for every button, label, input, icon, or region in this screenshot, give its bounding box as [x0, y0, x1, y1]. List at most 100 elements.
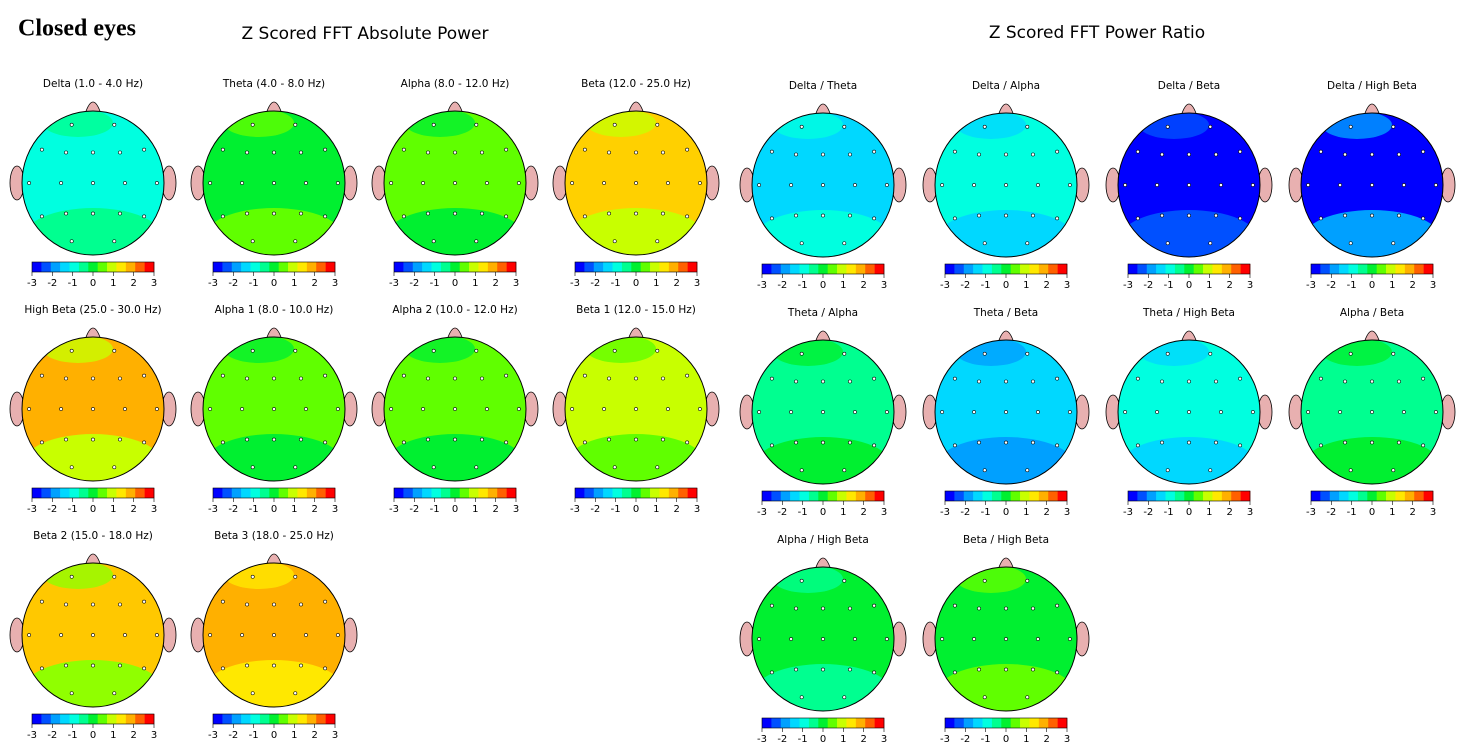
colorbar-tick-label: 3	[881, 507, 887, 518]
electrode	[293, 465, 298, 470]
colorbar-tick-label: 1	[110, 278, 116, 289]
scalp-region	[753, 437, 893, 484]
colorbar-tick-label: 2	[1043, 280, 1049, 291]
colorbar-segment	[575, 488, 585, 498]
electrode	[474, 465, 479, 470]
colorbar-segment	[874, 491, 885, 501]
electrode	[118, 437, 122, 442]
electrode	[982, 124, 987, 129]
electrode	[607, 211, 611, 216]
electrode	[1238, 376, 1243, 381]
electrode	[1004, 637, 1008, 641]
colorbar-segment	[963, 718, 974, 728]
electrode	[453, 211, 457, 216]
colorbar-tick-label: -3	[940, 280, 950, 291]
colorbar-tick-label: 0	[271, 730, 277, 741]
colorbar-tick-label: 0	[271, 278, 277, 289]
electrode	[666, 181, 670, 185]
colorbar-tick-label: 2	[311, 278, 317, 289]
electrode	[431, 239, 436, 244]
electrode	[853, 637, 857, 641]
electrode	[1025, 468, 1030, 473]
colorbar-segment	[1193, 491, 1204, 501]
electrode	[821, 379, 825, 384]
colorbar-segment	[97, 262, 108, 272]
colorbar-tick-label: 2	[673, 504, 679, 515]
electrode	[474, 239, 479, 244]
electrode	[245, 602, 249, 607]
electrode	[69, 122, 74, 127]
colorbar-segment	[1240, 264, 1251, 274]
colorbar-segment	[88, 714, 98, 724]
colorbar-segment	[278, 488, 289, 498]
electrode	[655, 348, 660, 353]
electrode	[1031, 667, 1035, 672]
electrode	[91, 181, 95, 185]
electrode	[1208, 124, 1213, 129]
colorbar-segment	[612, 488, 623, 498]
colorbar-segment	[865, 264, 875, 274]
colorbar-segment	[1156, 491, 1166, 501]
colorbar-segment	[1423, 264, 1434, 274]
colorbar-segment	[1010, 264, 1021, 274]
electrode	[1370, 379, 1374, 384]
colorbar-tick-label: -3	[208, 278, 218, 289]
colorbar-segment	[1146, 264, 1157, 274]
colorbar-tick-label: 1	[1023, 507, 1029, 518]
colorbar-segment	[855, 718, 866, 728]
map-label: Delta / High Beta	[1327, 80, 1417, 92]
colorbar-tick-label: -2	[47, 278, 57, 289]
electrode	[304, 633, 308, 637]
colorbar-tick-label: 2	[492, 504, 498, 515]
electrode	[335, 181, 340, 185]
colorbar-segment	[1048, 491, 1058, 501]
colorbar-segment	[97, 714, 108, 724]
electrode	[1391, 351, 1396, 356]
colorbar-tick-label: -2	[47, 730, 57, 741]
colorbar-segment	[1221, 264, 1232, 274]
electrode	[769, 216, 774, 221]
colorbar-segment	[973, 718, 983, 728]
colorbar-segment	[422, 262, 432, 272]
colorbar-segment	[818, 491, 828, 501]
colorbar-tick-label: -2	[409, 278, 419, 289]
colorbar-segment	[231, 714, 242, 724]
topomap: Theta / High Beta -3 -2 -1 0 1 2 3	[1105, 307, 1273, 518]
electrode	[1434, 410, 1438, 414]
colorbar-segment	[69, 714, 80, 724]
colorbar-segment	[288, 714, 298, 724]
electrode	[1238, 149, 1243, 154]
map-label: Beta 3 (18.0 - 25.0 Hz)	[214, 530, 334, 542]
electrode	[208, 181, 213, 185]
colorbar-segment	[450, 488, 460, 498]
colorbar-segment	[1231, 491, 1241, 501]
colorbar-segment	[640, 262, 651, 272]
electrode	[661, 437, 665, 442]
electrode	[91, 211, 95, 216]
electrode	[272, 150, 276, 155]
colorbar-segment	[808, 718, 819, 728]
electrode	[1343, 440, 1347, 445]
colorbar-segment	[799, 718, 810, 728]
colorbar-segment	[678, 488, 688, 498]
electrode	[1135, 443, 1140, 448]
electrode	[977, 440, 981, 445]
colorbar-segment	[1020, 718, 1030, 728]
colorbar-tick-label: 2	[130, 504, 136, 515]
electrode	[952, 216, 957, 221]
electrode	[1318, 443, 1323, 448]
head-outline	[1300, 339, 1444, 485]
colorbar-segment	[827, 718, 838, 728]
colorbar-segment	[213, 714, 223, 724]
electrode	[1165, 241, 1170, 246]
colorbar-segment	[982, 491, 993, 501]
colorbar-segment	[325, 488, 336, 498]
colorbar-tick-label: -1	[68, 730, 78, 741]
electrode	[245, 150, 249, 155]
head-outline	[21, 562, 165, 708]
electrode	[612, 348, 617, 353]
electrode	[426, 376, 430, 381]
electrode	[453, 407, 457, 411]
electrode	[1055, 376, 1060, 381]
electrode	[842, 468, 847, 473]
